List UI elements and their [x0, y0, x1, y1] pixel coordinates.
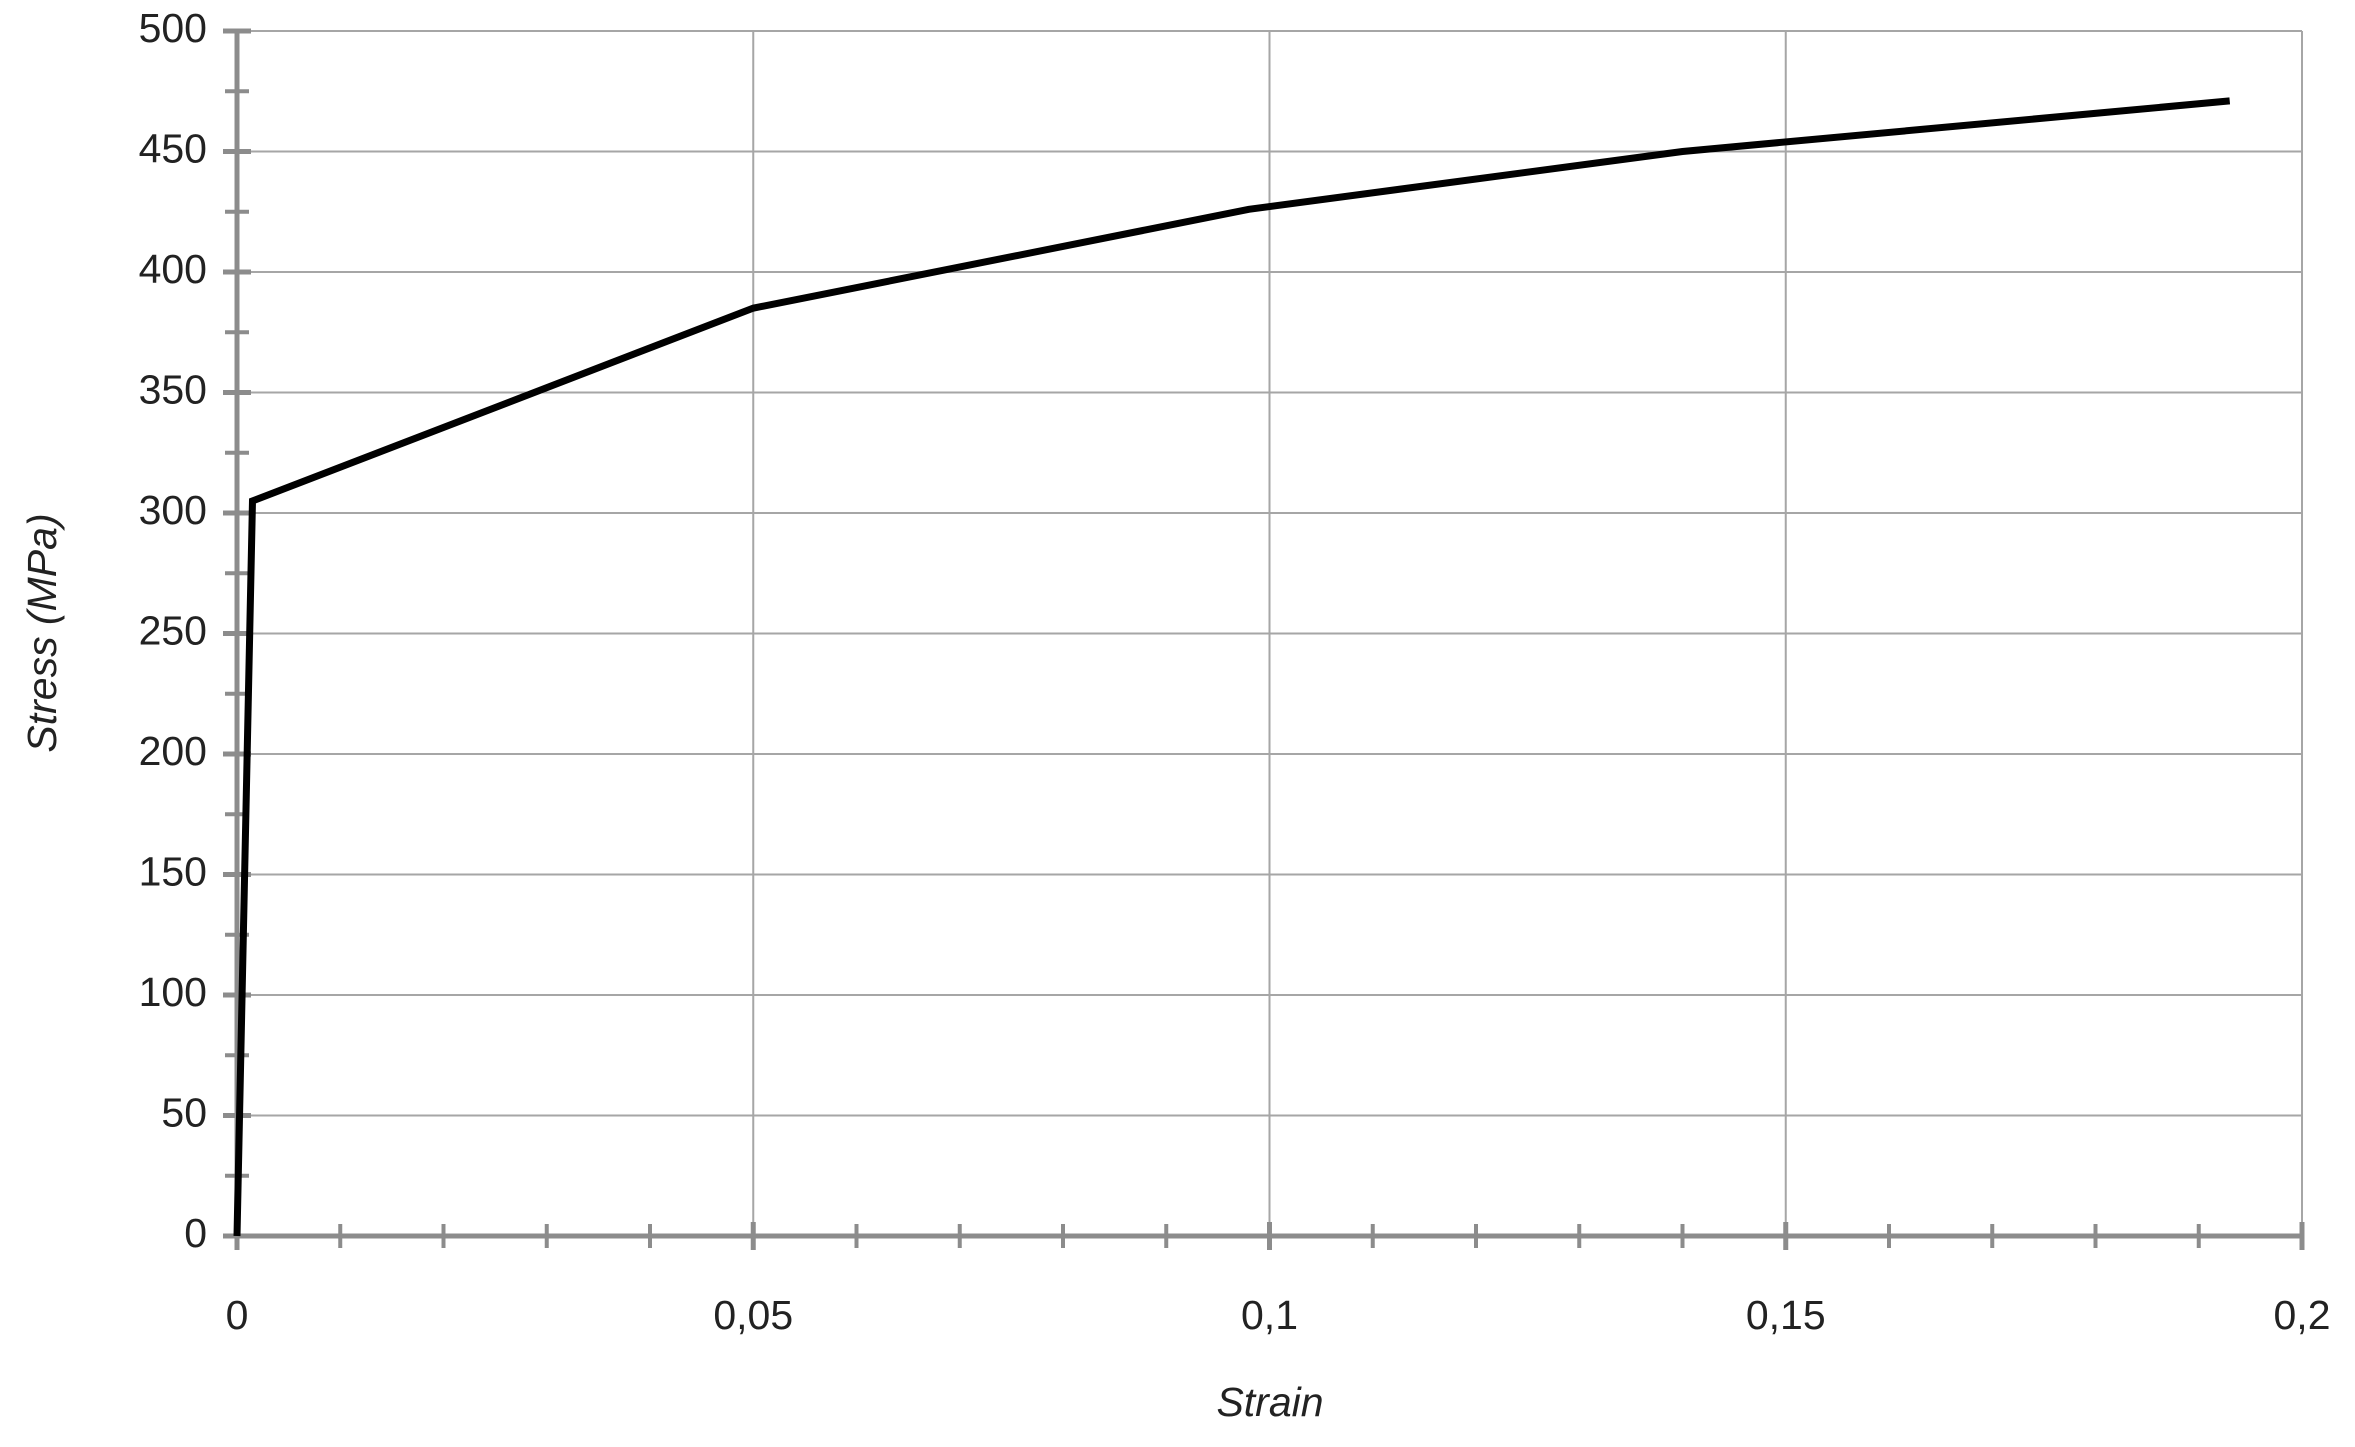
x-axis-title: Strain: [1216, 1379, 1323, 1425]
data-line: [233, 97, 2231, 1237]
y-axis-title: Stress (MPa): [19, 513, 65, 752]
y-tick-label: 300: [139, 487, 207, 533]
x-tick-label: 0,1: [1241, 1292, 1298, 1338]
y-tick-label: 0: [184, 1210, 207, 1256]
y-tick-label: 150: [139, 848, 207, 894]
y-tick-label: 200: [139, 728, 207, 774]
y-tick-label: 500: [139, 5, 207, 51]
y-tick-label: 50: [161, 1089, 207, 1135]
y-tick-label: 350: [139, 366, 207, 412]
x-tick-label: 0,2: [2274, 1292, 2331, 1338]
y-tick-label: 450: [139, 125, 207, 171]
y-tick-label: 400: [139, 246, 207, 292]
x-tick-label: 0,05: [713, 1292, 793, 1338]
y-tick-label: 100: [139, 969, 207, 1015]
y-tick-label: 250: [139, 607, 207, 653]
x-tick-label: 0: [226, 1292, 249, 1338]
x-tick-label: 0,15: [1746, 1292, 1826, 1338]
